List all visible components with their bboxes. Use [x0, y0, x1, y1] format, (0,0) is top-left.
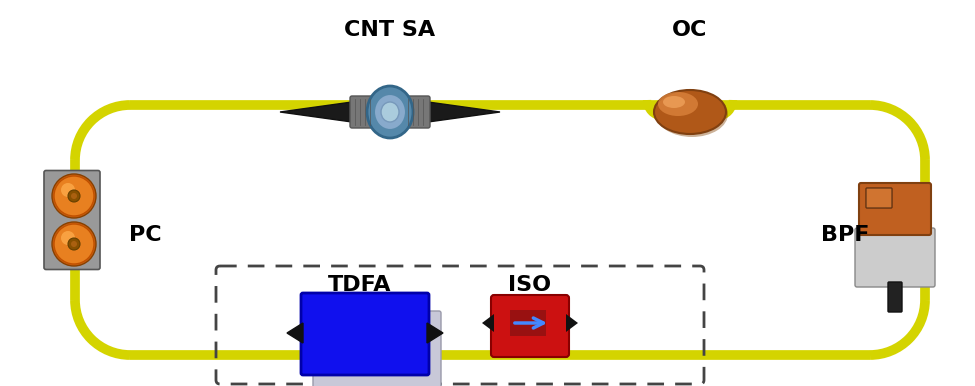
Text: CNT SA: CNT SA: [344, 20, 436, 40]
FancyBboxPatch shape: [44, 171, 100, 269]
Circle shape: [54, 176, 94, 216]
Polygon shape: [427, 323, 443, 343]
Circle shape: [71, 241, 77, 247]
Polygon shape: [566, 314, 578, 332]
Ellipse shape: [654, 90, 726, 134]
FancyBboxPatch shape: [859, 183, 931, 235]
Circle shape: [61, 183, 75, 197]
FancyBboxPatch shape: [866, 188, 892, 208]
Circle shape: [68, 190, 80, 202]
Polygon shape: [428, 102, 500, 122]
Circle shape: [68, 238, 80, 250]
Ellipse shape: [374, 94, 406, 130]
FancyArrowPatch shape: [515, 318, 543, 328]
FancyBboxPatch shape: [491, 295, 569, 357]
Ellipse shape: [663, 96, 685, 108]
Text: PC: PC: [129, 225, 161, 245]
Text: TDFA: TDFA: [329, 275, 392, 295]
Text: ISO: ISO: [508, 275, 552, 295]
Text: OC: OC: [673, 20, 708, 40]
Ellipse shape: [367, 86, 413, 138]
Circle shape: [61, 231, 75, 245]
Ellipse shape: [381, 102, 399, 122]
FancyBboxPatch shape: [350, 96, 376, 128]
Circle shape: [54, 224, 94, 264]
Ellipse shape: [656, 91, 728, 137]
Circle shape: [52, 174, 96, 218]
Ellipse shape: [658, 92, 698, 116]
Circle shape: [52, 222, 96, 266]
FancyBboxPatch shape: [888, 282, 902, 312]
Text: BPF: BPF: [821, 225, 869, 245]
Polygon shape: [510, 310, 546, 336]
Polygon shape: [287, 323, 303, 343]
FancyBboxPatch shape: [855, 228, 935, 287]
Polygon shape: [482, 314, 494, 332]
FancyBboxPatch shape: [404, 96, 430, 128]
FancyBboxPatch shape: [313, 311, 441, 386]
FancyBboxPatch shape: [301, 293, 429, 375]
Circle shape: [71, 193, 77, 199]
Polygon shape: [280, 102, 352, 122]
